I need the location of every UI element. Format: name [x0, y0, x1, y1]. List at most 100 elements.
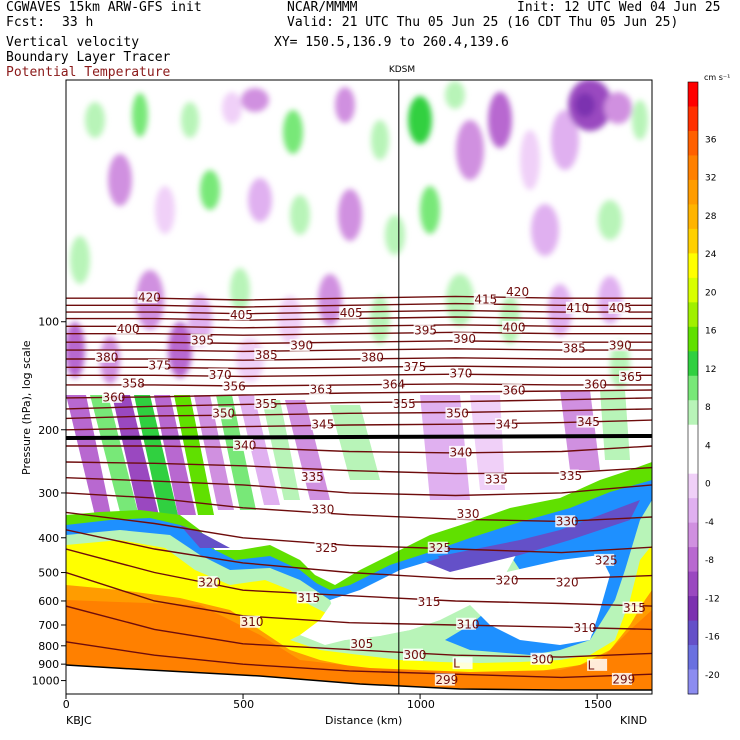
theta-label-bg-2 — [505, 285, 526, 298]
theta-label-36: 335 — [485, 472, 508, 486]
theta-label-bg-31 — [495, 418, 516, 431]
colorbar-tick-0: 36 — [705, 135, 717, 145]
theta-label-23: 360 — [103, 390, 126, 404]
theta-label-44: 320 — [198, 576, 221, 590]
theta-label-bg-32 — [576, 415, 597, 428]
colorbar-frame — [687, 81, 699, 695]
y-tick-label-9: 1000 — [32, 675, 60, 688]
endpoint-left: KBJC — [66, 714, 92, 727]
theta-label-bg-37 — [558, 469, 579, 482]
theta-contour-8 — [66, 357, 652, 361]
colorbar-tick-3: 24 — [705, 250, 717, 260]
plot-frame — [65, 79, 653, 695]
theta-label-bg-45 — [495, 574, 516, 587]
theta-label-bg-55 — [530, 652, 551, 665]
theta-label-bg-41 — [314, 541, 335, 554]
terrain-line — [66, 664, 652, 691]
theta-contour-15 — [66, 419, 652, 431]
y-tick-label-3: 400 — [38, 532, 59, 545]
L-label-bg-1 — [587, 658, 608, 671]
theta-label-bg-21 — [449, 367, 470, 380]
theta-label-54: 300 — [403, 648, 426, 662]
colorbar-tick-10: -4 — [705, 518, 714, 528]
theta-label-30: 345 — [311, 418, 334, 432]
theta-label-bg-14 — [254, 348, 275, 361]
colorbar-swatch-7 — [688, 253, 698, 279]
colorbar-swatch-18 — [688, 522, 698, 548]
theta-label-12: 390 — [453, 332, 476, 346]
theta-label-3: 410 — [566, 301, 589, 315]
init-time: Init: 12 UTC Wed 04 Jun 25 — [517, 0, 721, 15]
theta-label-bg-52 — [572, 621, 593, 634]
theta-label-bg-50 — [240, 615, 261, 628]
theta-label-13: 390 — [609, 339, 632, 353]
theta-label-42: 325 — [428, 541, 451, 555]
theta-label-1: 415 — [474, 293, 497, 307]
colorbar-swatch-0 — [688, 82, 698, 107]
wave-streaks — [66, 390, 630, 520]
colorbar-swatch-5 — [688, 204, 698, 230]
theta-label-28: 355 — [255, 397, 278, 411]
theta-label-40: 330 — [556, 515, 579, 529]
theta-label-38: 330 — [311, 503, 334, 517]
theta-label-10: 395 — [414, 323, 437, 337]
theta-label-bg-46 — [555, 576, 576, 589]
theta-contour-20 — [66, 511, 652, 554]
L-label-1: L — [588, 658, 595, 672]
theta-label-bg-47 — [296, 591, 317, 604]
theta-label-0: 420 — [138, 291, 161, 305]
theta-label-29: 355 — [393, 397, 416, 411]
colorbar-swatch-6 — [688, 228, 698, 254]
theta-label-bg-53 — [349, 637, 370, 650]
theta-label-bg-22 — [618, 370, 639, 383]
theta-contour-18 — [66, 477, 652, 497]
theta-label-8: 400 — [503, 320, 526, 334]
theta-label-5: 405 — [230, 308, 253, 322]
y-tick-label-7: 800 — [38, 640, 59, 653]
theta-label-bg-54 — [402, 648, 423, 661]
colorbar-swatch-12 — [688, 375, 698, 401]
inline-label-1: 358 — [122, 376, 145, 390]
colorbar-tick-4: 20 — [705, 288, 717, 298]
colorbar-swatch-19 — [688, 547, 698, 573]
colorbar-swatch-22 — [688, 620, 698, 646]
inline-label-2: 363 — [310, 383, 333, 397]
theta-label-52: 310 — [573, 621, 596, 635]
y-axis: 100 200 300 400 500 600 700 800 900 1000 — [32, 316, 66, 688]
theta-label-bg-11 — [289, 339, 310, 352]
field-boundary-layer-tracer: Boundary Layer Tracer — [6, 50, 171, 65]
theta-label-bg-42 — [427, 541, 448, 554]
colorbar-swatch-14 — [688, 424, 698, 450]
L-label-0: L — [453, 657, 460, 671]
theta-label-bg-16 — [94, 350, 115, 363]
theta-contour-4 — [66, 324, 652, 329]
y-tick-label-8: 900 — [38, 658, 59, 671]
theta-label-55: 300 — [531, 652, 554, 666]
institution-label: NCAR/MMMM — [287, 0, 358, 15]
theta-label-47: 315 — [297, 591, 320, 605]
theta-label-46: 320 — [556, 576, 579, 590]
colorbar-swatch-3 — [688, 155, 698, 181]
fcst-value: 33 h — [62, 15, 94, 30]
colorbar-swatch-17 — [688, 498, 698, 524]
colorbar: 36 32 28 24 20 16 12 8 4 0 -4 -8 -12 -16 -20 — [687, 81, 720, 695]
theta-label-bg-25 — [583, 377, 604, 390]
colorbar-swatch-11 — [688, 351, 698, 377]
theta-label-17: 380 — [361, 350, 384, 364]
theta-label-41: 325 — [315, 541, 338, 555]
colorbar-swatch-1 — [688, 106, 698, 132]
theta-label-37: 335 — [559, 469, 582, 483]
x-tick-label-1: 500 — [233, 698, 254, 711]
theta-label-34: 340 — [450, 445, 473, 459]
theta-label-bg-18 — [148, 359, 169, 372]
theta-label-bg-9 — [190, 333, 211, 346]
x-tick-label-0: 0 — [63, 698, 70, 711]
theta-label-7: 400 — [117, 322, 140, 336]
theta-label-33: 340 — [234, 439, 257, 453]
inline-label-bg-0 — [222, 379, 243, 392]
terrain-surface — [66, 664, 652, 691]
theta-label-51: 310 — [457, 617, 480, 631]
theta-label-53: 305 — [350, 637, 373, 651]
theta-contour-10 — [66, 373, 652, 378]
